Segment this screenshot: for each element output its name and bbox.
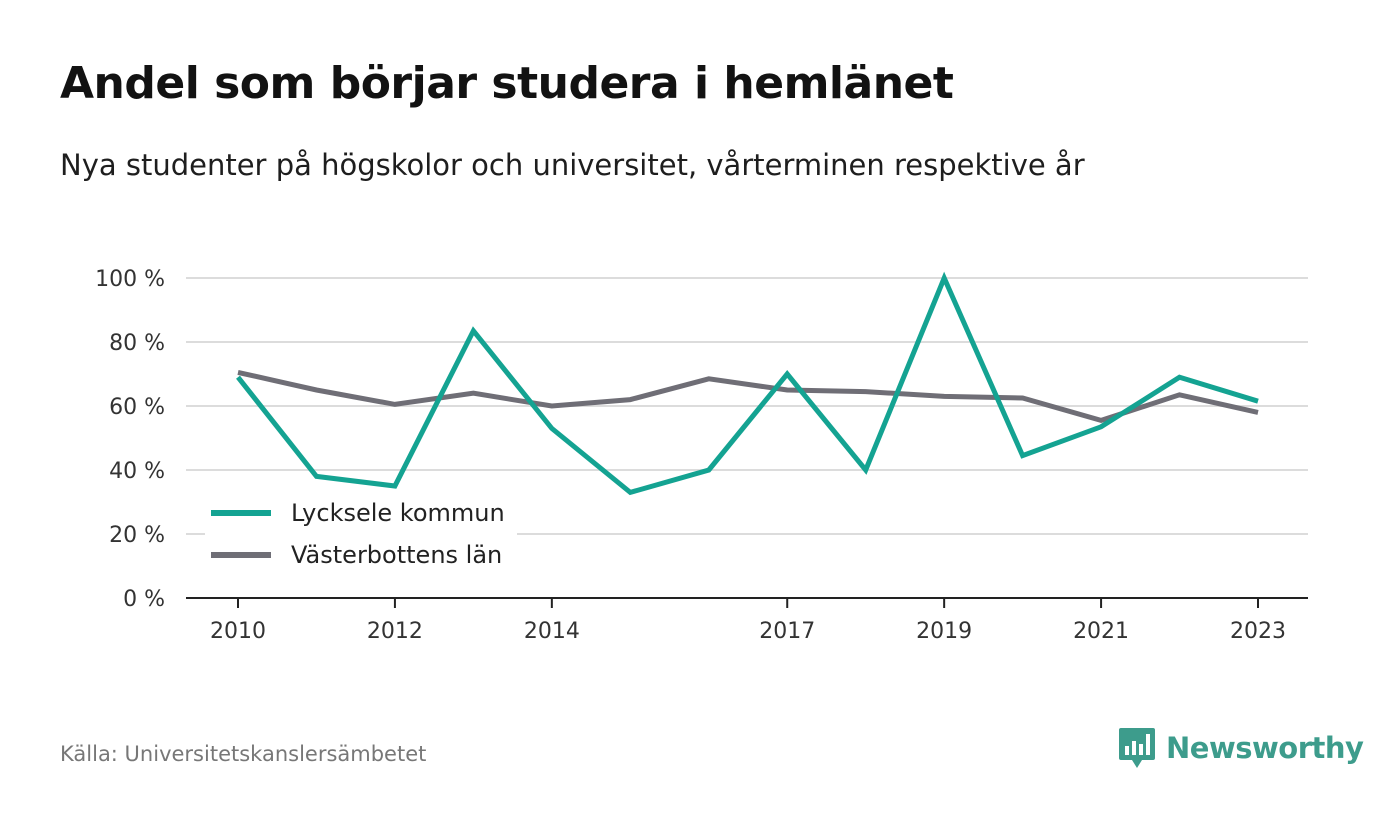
- x-tick-label: 2017: [759, 619, 815, 644]
- chart-subtitle: Nya studenter på högskolor och universit…: [60, 148, 1085, 182]
- source-note: Källa: Universitetskanslersämbetet: [60, 742, 427, 766]
- y-tick-label: 60 %: [109, 395, 165, 420]
- brand-name: Newsworthy: [1166, 731, 1364, 765]
- legend-item-lycksele: Lycksele kommun: [211, 492, 505, 534]
- legend-item-vasterbotten: Västerbottens län: [211, 534, 505, 576]
- bar-chart-speech-bubble-icon: [1119, 728, 1155, 768]
- y-tick-label: 0 %: [123, 587, 165, 612]
- brand-logo[interactable]: Newsworthy: [1118, 726, 1364, 770]
- x-tick-label: 2021: [1073, 619, 1129, 644]
- y-tick-label: 100 %: [95, 267, 165, 292]
- y-tick-label: 40 %: [109, 459, 165, 484]
- legend-label-vasterbotten: Västerbottens län: [291, 541, 503, 569]
- legend-swatch-vasterbotten: [211, 552, 271, 558]
- legend-label-lycksele: Lycksele kommun: [291, 499, 505, 527]
- x-tick-label: 2012: [367, 619, 423, 644]
- series-line-lycksele: [236, 271, 1259, 496]
- x-tick-label: 2014: [524, 619, 580, 644]
- series-line-vasterbotten: [237, 369, 1259, 424]
- legend-swatch-lycksele: [211, 510, 271, 516]
- x-tick-label: 2010: [210, 619, 266, 644]
- legend: Lycksele kommun Västerbottens län: [205, 490, 517, 578]
- y-tick-label: 20 %: [109, 523, 165, 548]
- x-axis-ticks: 2010 2012 2014 2017 2019 2021 2023: [186, 597, 1308, 644]
- y-tick-label: 80 %: [109, 331, 165, 356]
- chart-title: Andel som börjar studera i hemlänet: [60, 58, 954, 109]
- series-lines: [236, 271, 1259, 496]
- x-tick-label: 2023: [1230, 619, 1286, 644]
- x-tick-label: 2019: [916, 619, 972, 644]
- y-axis-ticks: 0 % 20 % 40 % 60 % 80 % 100 %: [95, 267, 165, 612]
